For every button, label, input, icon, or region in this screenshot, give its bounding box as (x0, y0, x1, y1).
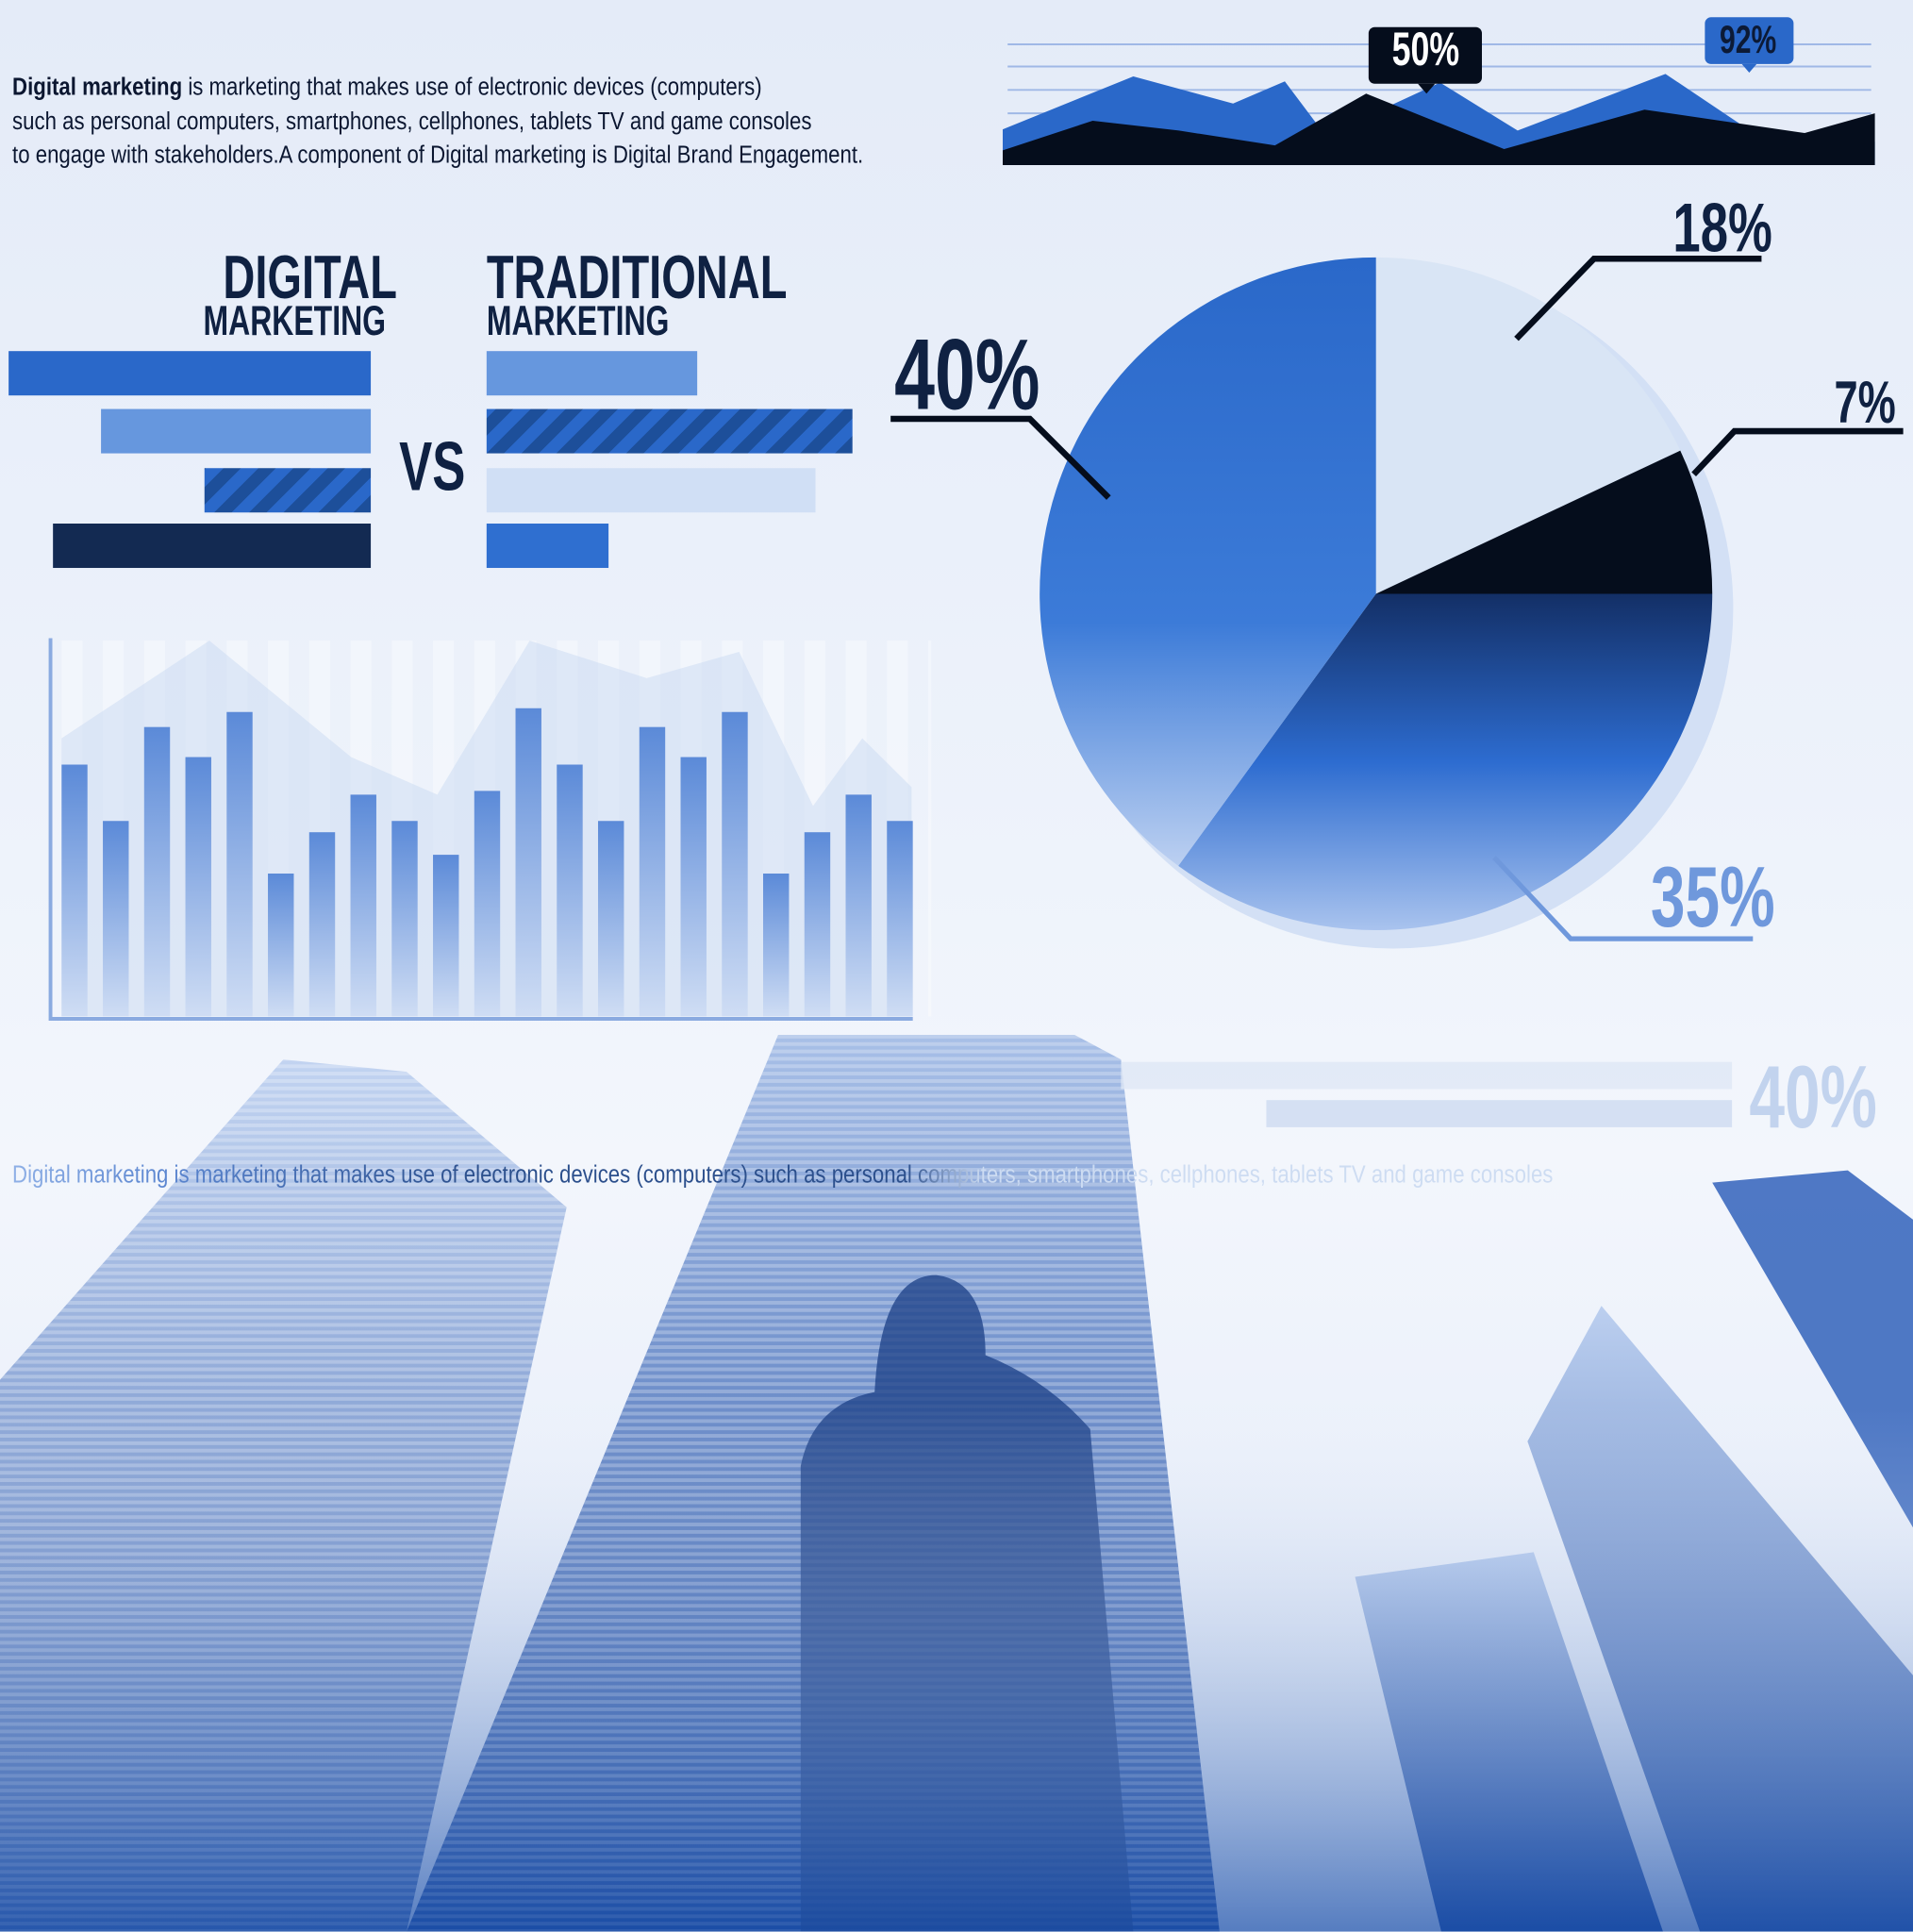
bar (598, 821, 624, 1017)
bar (226, 711, 253, 1017)
bar (433, 855, 459, 1017)
pie-leader-lines (890, 255, 1904, 941)
callout-50: 50% (1391, 25, 1460, 76)
intro-line1: is marketing that makes use of electroni… (182, 74, 762, 102)
digital-subtitle: MARKETING (203, 298, 387, 345)
bottom-stat: 40% (1749, 1048, 1877, 1147)
bar (391, 821, 418, 1017)
bar (308, 832, 336, 1017)
pie-chart (1040, 257, 1734, 949)
pie-label-35: 35% (1650, 848, 1775, 945)
bar (515, 708, 541, 1017)
intro-line2: such as personal computers, smartphones,… (12, 108, 812, 135)
pie-slice (1375, 450, 1713, 594)
digital-bar (204, 468, 372, 513)
intro-line3: to engage with stakeholders.A component … (12, 142, 864, 169)
digital-bar (101, 408, 372, 454)
city-skyline-photo (0, 948, 1913, 1932)
bar (143, 726, 171, 1017)
callout-92: 92% (1720, 17, 1777, 62)
bar (350, 794, 376, 1017)
bar-chart (48, 638, 932, 1021)
faded-text: Digital marketing is marketing that make… (12, 1161, 1554, 1190)
bar (887, 821, 913, 1017)
bar (639, 726, 666, 1017)
bar (804, 832, 831, 1017)
intro-bold: Digital marketing (12, 74, 183, 102)
traditional-bar (486, 351, 698, 396)
traditional-title: TRADITIONAL (486, 242, 788, 312)
bar (268, 874, 294, 1017)
bar (474, 791, 501, 1017)
bar (680, 757, 707, 1017)
bar (185, 757, 211, 1017)
traditional-subtitle: MARKETING (486, 298, 670, 345)
bar (103, 821, 129, 1017)
pie-slice (1178, 593, 1713, 930)
pie-slice (1375, 257, 1681, 594)
digital-bar (53, 524, 372, 569)
stat-bar-2 (1266, 1100, 1733, 1127)
bar (763, 874, 790, 1017)
vs-label: VS (399, 427, 466, 506)
bar (61, 764, 88, 1017)
digital-bar (8, 351, 372, 396)
area-front (1003, 93, 1875, 165)
traditional-bar (486, 408, 853, 454)
intro-text: Digital marketing is marketing that make… (12, 72, 1013, 174)
top-area-chart (1003, 17, 1875, 165)
bg-stripe (927, 641, 932, 1017)
pie-label-7: 35%7% (1834, 371, 1896, 437)
bar (722, 711, 748, 1017)
digital-title: DIGITAL (223, 242, 397, 312)
bar (557, 764, 583, 1017)
bar (845, 794, 872, 1017)
stat-bar-1 (1121, 1061, 1733, 1090)
traditional-bar (486, 468, 816, 513)
pie-label-40: 40% (894, 319, 1040, 432)
pie-slice (1040, 257, 1376, 866)
axis (48, 638, 913, 1021)
traditional-bar (486, 524, 609, 569)
pie-label-18: 18% (1672, 188, 1772, 267)
